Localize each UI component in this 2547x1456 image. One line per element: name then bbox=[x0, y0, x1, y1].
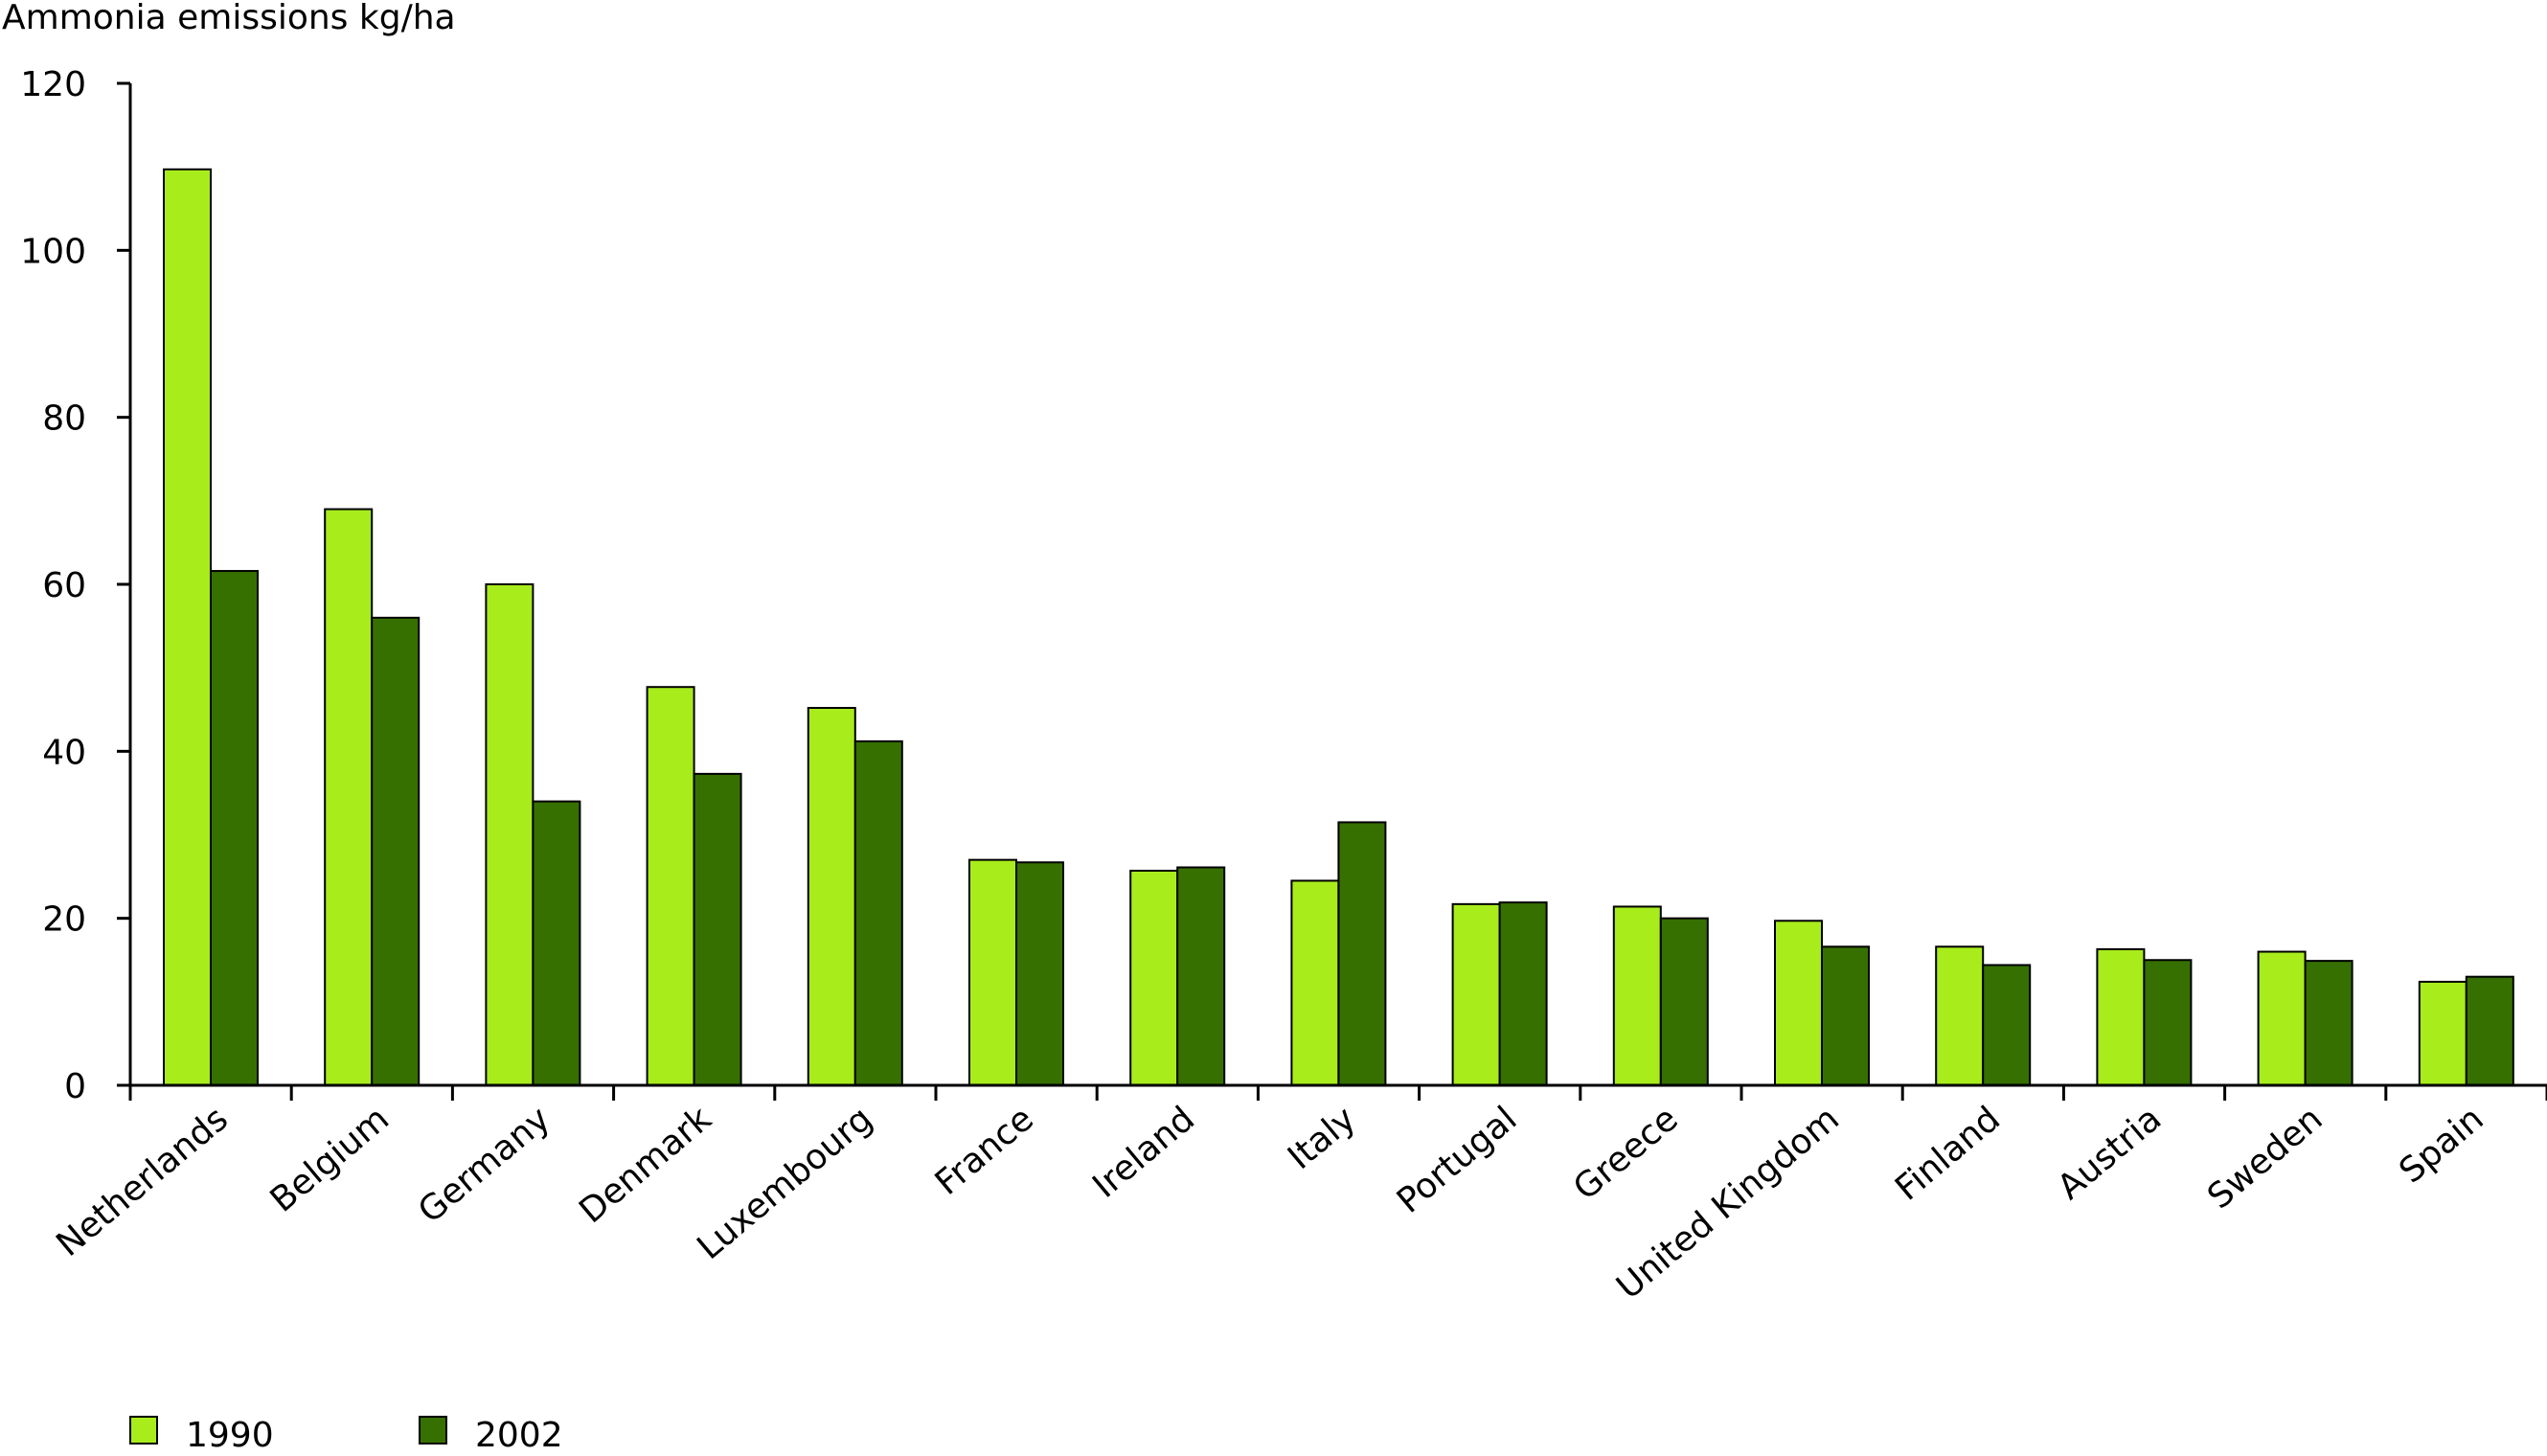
bar-2002-finland bbox=[1982, 964, 2032, 1086]
legend-label-2002: 2002 bbox=[475, 1416, 563, 1451]
x-tick-label: Finland bbox=[1888, 1099, 2008, 1208]
bar-2002-austria bbox=[2143, 959, 2193, 1086]
bar-2002-luxembourg bbox=[853, 739, 903, 1087]
bar-1990-germany bbox=[485, 583, 534, 1086]
bar-2002-sweden bbox=[2304, 960, 2354, 1086]
axes bbox=[117, 81, 2547, 1101]
x-tick-label: Italy bbox=[1281, 1099, 1363, 1177]
x-tick-label: France bbox=[928, 1099, 1041, 1202]
bar-2002-netherlands bbox=[210, 570, 259, 1086]
bar-1990-france bbox=[968, 858, 1017, 1087]
bar-2002-united-kingdom bbox=[1821, 945, 1870, 1087]
legend-swatch-2002 bbox=[419, 1416, 447, 1445]
y-tick-label: 100 bbox=[20, 232, 86, 271]
y-tick-label: 60 bbox=[42, 566, 86, 605]
x-tick-label: Sweden bbox=[2200, 1099, 2330, 1217]
y-tick-label: 20 bbox=[42, 900, 86, 940]
bar-2002-denmark bbox=[693, 772, 742, 1086]
bar-1990-finland bbox=[1935, 945, 1985, 1087]
y-tick-label: 0 bbox=[64, 1067, 86, 1106]
bar-2002-france bbox=[1015, 861, 1064, 1087]
legend-label-1990: 1990 bbox=[186, 1416, 274, 1451]
bar-1990-spain bbox=[2418, 980, 2467, 1086]
bar-1990-ireland bbox=[1129, 869, 1179, 1087]
legend-swatch-1990 bbox=[129, 1416, 158, 1445]
x-tick-label: Denmark bbox=[572, 1099, 718, 1231]
bar-1990-netherlands bbox=[163, 168, 212, 1086]
bar-1990-italy bbox=[1290, 879, 1340, 1086]
bar-2002-ireland bbox=[1176, 866, 1226, 1086]
bar-2002-germany bbox=[532, 800, 581, 1087]
x-tick-label: Greece bbox=[1566, 1099, 1686, 1208]
x-tick-label: Netherlands bbox=[49, 1099, 235, 1263]
x-tick-label: Austria bbox=[2050, 1099, 2169, 1207]
x-tick-label: Spain bbox=[2392, 1099, 2490, 1191]
y-tick-label: 80 bbox=[42, 399, 86, 439]
x-tick-label: Luxembourg bbox=[690, 1099, 879, 1267]
bar-1990-belgium bbox=[324, 508, 374, 1086]
x-tick-label: Ireland bbox=[1085, 1099, 1202, 1205]
bar-2002-spain bbox=[2465, 975, 2514, 1087]
bar-1990-portugal bbox=[1451, 902, 1501, 1086]
bar-1990-united-kingdom bbox=[1774, 920, 1823, 1087]
x-tick-label: Germany bbox=[411, 1099, 557, 1231]
y-tick-label: 120 bbox=[20, 65, 86, 104]
bar-2002-belgium bbox=[371, 616, 421, 1086]
bar-1990-greece bbox=[1612, 905, 1662, 1086]
bar-1990-austria bbox=[2096, 947, 2146, 1086]
y-tick-label: 40 bbox=[42, 733, 86, 772]
bar-2002-greece bbox=[1659, 917, 1709, 1087]
bar-1990-denmark bbox=[646, 686, 695, 1087]
bars bbox=[163, 168, 2514, 1087]
bar-2002-italy bbox=[1337, 821, 1387, 1086]
bar-1990-sweden bbox=[2257, 950, 2307, 1086]
bar-1990-luxembourg bbox=[807, 707, 856, 1086]
bar-2002-portugal bbox=[1498, 901, 1548, 1086]
x-tick-label: Belgium bbox=[263, 1099, 397, 1219]
legend: 1990 2002 bbox=[129, 1416, 563, 1455]
x-tick-label: Portugal bbox=[1390, 1099, 1525, 1220]
y-axis-title: Ammonia emissions kg/ha bbox=[2, 0, 456, 37]
